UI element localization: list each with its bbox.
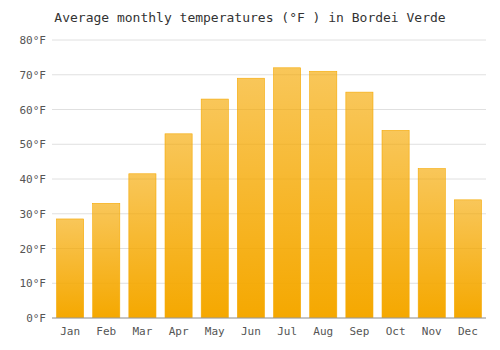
grid — [52, 40, 486, 318]
y-tick-label: 50°F — [20, 138, 47, 151]
bar — [346, 92, 373, 318]
x-tick-label: Sep — [349, 325, 369, 338]
bar — [237, 78, 264, 318]
x-tick-label: Jun — [241, 325, 261, 338]
y-tick-label: 80°F — [20, 34, 47, 47]
bar — [129, 174, 156, 318]
y-tick-label: 30°F — [20, 208, 47, 221]
y-tick-label: 10°F — [20, 277, 47, 290]
bar — [382, 130, 409, 318]
x-tick-label: May — [205, 325, 225, 338]
x-axis — [52, 318, 486, 319]
x-tick-label: Mar — [132, 325, 152, 338]
grid-line — [52, 74, 486, 75]
grid-line — [52, 109, 486, 110]
chart: Average monthly temperatures (°F ) in Bo… — [0, 0, 500, 350]
grid-line — [52, 144, 486, 145]
bar — [274, 68, 301, 318]
x-tick-label: Apr — [169, 325, 189, 338]
x-tick-label: Feb — [96, 325, 116, 338]
bar — [418, 169, 445, 318]
bar — [165, 134, 192, 318]
y-tick-label: 40°F — [20, 173, 47, 186]
x-tick-label: Nov — [422, 325, 442, 338]
bar — [454, 200, 481, 318]
bar — [201, 99, 228, 318]
grid-line — [52, 40, 486, 41]
y-tick-label: 20°F — [20, 243, 47, 256]
grid-line — [52, 318, 486, 319]
x-tick-label: Jul — [277, 325, 297, 338]
y-tick-label: 70°F — [20, 69, 47, 82]
x-tick-label: Dec — [458, 325, 478, 338]
x-tick-label: Jan — [60, 325, 80, 338]
bar — [57, 219, 84, 318]
x-tick-label: Aug — [313, 325, 333, 338]
title: Average monthly temperatures (°F ) in Bo… — [54, 10, 446, 25]
bar — [93, 203, 120, 318]
bars — [57, 68, 482, 318]
y-tick-label: 0°F — [26, 312, 46, 325]
x-tick-label: Oct — [386, 325, 406, 338]
y-tick-label: 60°F — [20, 104, 47, 117]
bar — [310, 71, 337, 318]
